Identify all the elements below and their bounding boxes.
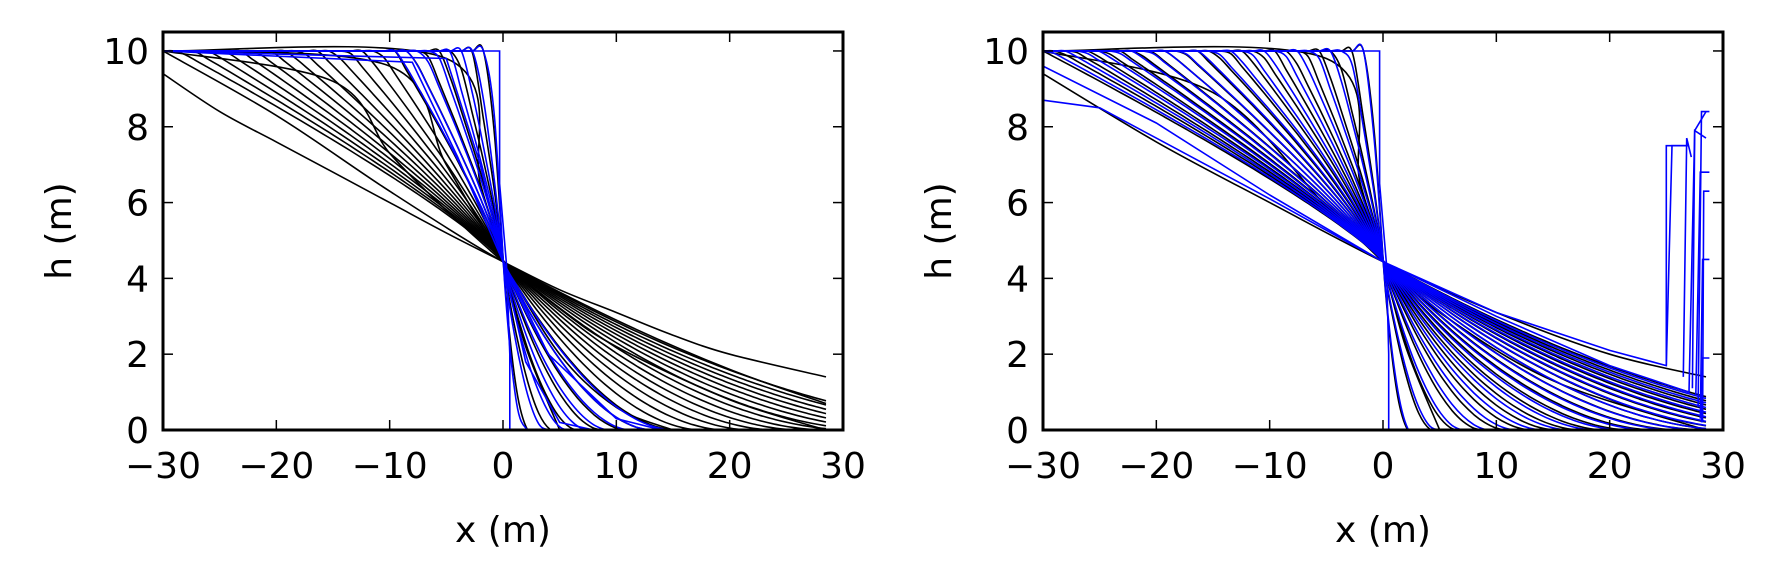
y-tick-label: 10 [983,32,1029,73]
y-tick-label: 6 [1006,184,1029,225]
x-axis-label: x (m) [455,510,551,551]
x-tick-label: −20 [1118,446,1194,487]
x-tick-label: 0 [1372,446,1395,487]
plot-area [1043,43,1710,430]
numerical-curve [1043,50,1707,400]
plot-area [163,44,827,430]
numerical-curve [1682,137,1693,377]
x-tick-label: 30 [1700,446,1746,487]
numerical-curve [1691,129,1707,389]
y-tick-label: 4 [1006,259,1029,300]
x-tick-label: −30 [125,446,201,487]
numerical-curve [1043,50,1390,430]
y-tick-label: 0 [1006,411,1029,452]
y-tick-label: 8 [126,108,149,149]
y-tick-label: 2 [1006,335,1029,376]
y-axis-label: h (m) [39,182,80,279]
numerical-curve [163,50,662,430]
numerical-curve [1043,99,1689,367]
analytic-curve [163,49,827,402]
numerical-curve [1665,144,1689,366]
y-axis-label: h (m) [919,182,960,279]
x-tick-label: −10 [1232,446,1308,487]
analytic-curve [163,73,827,378]
right-subplot: −30 −20 −10 0 10 20 30 0 2 4 6 8 10 x (m) h (m) [919,30,1746,551]
y-tick-label: 6 [126,184,149,225]
x-tick-label: 10 [1473,446,1519,487]
x-tick-label: 20 [707,446,753,487]
x-tick-label: −20 [238,446,314,487]
analytic-curve [163,45,561,430]
analytic-curve [1043,45,1441,430]
x-tick-label: −10 [352,446,428,487]
x-axis-label: x (m) [1335,510,1431,551]
y-tick-label: 8 [1006,108,1029,149]
numerical-curve [1043,65,1707,394]
numerical-curve [163,50,511,430]
numerical-curve [1697,110,1710,408]
y-tick-label: 2 [126,335,149,376]
y-tick-label: 10 [103,32,149,73]
numerical-curve [1701,190,1710,423]
x-tick-label: 20 [1587,446,1633,487]
numerical-curve [163,50,594,430]
left-subplot: −30 −20 −10 0 10 20 30 0 2 4 6 8 10 x (m) h (m) [39,30,866,551]
x-tick-label: 10 [593,446,639,487]
x-tick-label: −30 [1005,446,1081,487]
y-tick-label: 0 [126,411,149,452]
x-tick-label: 0 [492,446,515,487]
y-tick-label: 4 [126,259,149,300]
x-tick-label: 30 [820,446,866,487]
